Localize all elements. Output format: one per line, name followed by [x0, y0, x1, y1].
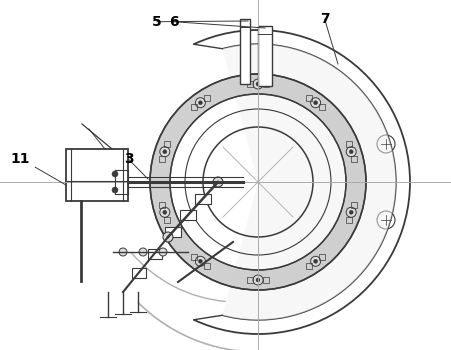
Bar	[319, 254, 325, 260]
Circle shape	[195, 98, 205, 108]
Bar	[195, 194, 211, 203]
Bar	[204, 95, 210, 101]
Circle shape	[311, 98, 321, 108]
Bar	[247, 277, 253, 283]
Circle shape	[256, 278, 260, 282]
Circle shape	[195, 256, 205, 266]
Circle shape	[311, 256, 321, 266]
Bar	[306, 95, 312, 101]
Bar	[147, 248, 161, 259]
Bar	[191, 104, 197, 110]
Wedge shape	[222, 44, 396, 320]
Circle shape	[198, 101, 202, 105]
Bar	[165, 226, 181, 237]
Circle shape	[213, 177, 223, 187]
Circle shape	[163, 210, 167, 214]
Circle shape	[163, 232, 173, 242]
Circle shape	[313, 259, 318, 263]
Bar	[306, 263, 312, 269]
Bar	[351, 202, 357, 208]
Bar	[159, 202, 166, 208]
Text: 5: 5	[152, 15, 162, 29]
Circle shape	[160, 207, 170, 217]
Circle shape	[139, 248, 147, 256]
Bar	[263, 81, 269, 87]
Bar	[346, 141, 352, 147]
Circle shape	[313, 101, 318, 105]
Circle shape	[346, 147, 356, 157]
Text: 11: 11	[10, 152, 30, 166]
Bar	[180, 210, 196, 220]
Circle shape	[346, 207, 356, 217]
Circle shape	[163, 150, 167, 154]
Bar	[66, 149, 128, 201]
Text: 7: 7	[320, 12, 330, 26]
Bar	[159, 156, 166, 162]
Bar	[351, 156, 357, 162]
Bar	[164, 217, 170, 223]
Bar	[132, 268, 146, 278]
Bar	[191, 254, 197, 260]
Text: 3: 3	[124, 152, 133, 166]
Bar	[258, 26, 272, 86]
Circle shape	[349, 210, 353, 214]
Bar	[263, 277, 269, 283]
Bar	[204, 263, 210, 269]
Circle shape	[349, 150, 353, 154]
Bar	[247, 81, 253, 87]
Bar	[240, 19, 250, 84]
Text: 6: 6	[169, 15, 179, 29]
Circle shape	[160, 147, 170, 157]
Bar	[346, 217, 352, 223]
Circle shape	[159, 248, 167, 256]
Bar	[164, 141, 170, 147]
Circle shape	[112, 187, 118, 193]
Circle shape	[112, 171, 118, 177]
Circle shape	[253, 79, 263, 89]
Circle shape	[256, 82, 260, 86]
Circle shape	[198, 259, 202, 263]
Bar	[319, 104, 325, 110]
Circle shape	[119, 248, 127, 256]
Circle shape	[253, 275, 263, 285]
